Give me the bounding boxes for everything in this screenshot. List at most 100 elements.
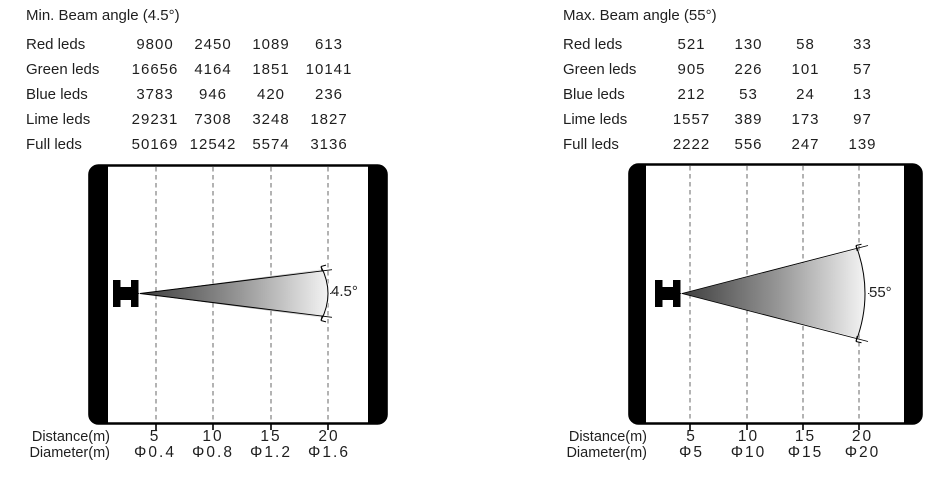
row-label: Full leds [26,136,82,153]
row-label: Blue leds [26,86,88,103]
distance-value: 15 [260,428,282,445]
lux-value: 1557 [672,111,711,128]
beam-diagram-min: 4.5° [88,164,388,432]
panel-max-lux-table: Red leds 521 130 58 33 Green leds 905 22… [563,32,891,157]
lux-value: 50169 [131,136,179,153]
row-label: Lime leds [26,111,91,128]
row-label: Lime leds [563,111,628,128]
lux-value: 420 [256,86,286,103]
beam-edge-lines [139,269,333,318]
diameter-value: Φ0.8 [192,444,234,461]
light-fixture-icon [655,280,681,307]
panel-min-axis: Distance(m) 5 10 15 20 Diameter(m) Φ0.4 … [26,428,358,461]
distance-value: 15 [794,428,817,445]
angle-arc [320,264,329,323]
row-label: Green leds [563,61,637,78]
lux-value: 16656 [131,61,179,78]
row-label: Red leds [26,36,86,53]
lux-value: 236 [314,86,344,103]
lux-value: 247 [791,136,820,153]
row-label: Green leds [26,61,100,78]
lux-value: 29231 [131,111,179,128]
row-label: Full leds [563,136,619,153]
distance-row: Distance(m) 5 10 15 20 [26,428,358,445]
lux-value: 7308 [194,111,232,128]
diameter-value: Φ20 [844,444,881,461]
beam-diagram-max: 55° [628,163,923,432]
lux-value: 101 [791,61,820,78]
beam-cone [682,249,866,338]
diameter-value: Φ1.6 [308,444,350,461]
distance-axis-label: Distance(m) [568,429,647,445]
led-row-full: Full leds 50169 12542 5574 3136 [26,132,358,157]
diameter-axis-label: Diameter(m) [29,445,110,461]
distance-value: 20 [318,428,340,445]
lux-value: 946 [198,86,228,103]
distance-value: 10 [737,428,760,445]
lux-value: 130 [734,36,763,53]
lux-value: 4164 [194,61,232,78]
lux-value: 53 [739,86,758,103]
led-row-lime: Lime leds 1557 389 173 97 [563,107,891,132]
distance-axis-label: Distance(m) [31,429,110,445]
distance-value: 5 [686,428,697,445]
beam-edge-lines [681,245,869,342]
lux-value: 556 [734,136,763,153]
led-row-full: Full leds 2222 556 247 139 [563,132,891,157]
lux-value: 58 [796,36,815,53]
distance-row: Distance(m) 5 10 15 20 [563,428,891,445]
lux-value: 3136 [310,136,348,153]
panel-min-lux-table: Red leds 9800 2450 1089 613 Green leds 1… [26,32,358,157]
beam-cone [140,269,329,318]
row-label: Red leds [563,36,623,53]
diameter-value: Φ15 [787,444,824,461]
lux-value: 1827 [310,111,348,128]
lux-value: 139 [848,136,877,153]
lux-value: 521 [677,36,706,53]
light-fixture-icon [113,280,139,307]
distance-tick-marks [689,423,860,430]
row-label: Blue leds [563,86,625,103]
lux-value: 3783 [136,86,174,103]
angle-arc [855,243,866,344]
distance-value: 5 [149,428,161,445]
diameter-axis-label: Diameter(m) [566,445,647,461]
diameter-value: Φ1.2 [250,444,292,461]
lux-value: 905 [677,61,706,78]
lux-value: 97 [853,111,872,128]
distance-value: 20 [851,428,874,445]
lux-value: 13 [853,86,872,103]
led-row-lime: Lime leds 29231 7308 3248 1827 [26,107,358,132]
beam-angle-value: 55° [869,284,892,301]
lux-value: 3248 [252,111,290,128]
lux-value: 226 [734,61,763,78]
led-row-green: Green leds 16656 4164 1851 10141 [26,57,358,82]
lux-value: 5574 [252,136,290,153]
led-row-red: Red leds 521 130 58 33 [563,32,891,57]
lux-value: 24 [796,86,815,103]
panel-min-title: Min. Beam angle (4.5°) [26,7,180,24]
distance-value: 10 [202,428,224,445]
distance-tick-marks [155,423,329,430]
beam-diagram-min-drawing [88,164,388,430]
panel-max-title: Max. Beam angle (55°) [563,7,717,24]
lux-value: 33 [853,36,872,53]
diameter-row: Diameter(m) Φ0.4 Φ0.8 Φ1.2 Φ1.6 [26,444,358,461]
diameter-value: Φ10 [730,444,767,461]
lux-value: 613 [314,36,344,53]
lux-value: 212 [677,86,706,103]
panel-max-axis: Distance(m) 5 10 15 20 Diameter(m) Φ5 Φ1… [563,428,891,461]
distance-gridlines [155,167,329,422]
lux-value: 173 [791,111,820,128]
led-row-red: Red leds 9800 2450 1089 613 [26,32,358,57]
led-row-blue: Blue leds 212 53 24 13 [563,82,891,107]
lux-value: 2222 [672,136,711,153]
lux-value: 9800 [136,36,174,53]
led-row-blue: Blue leds 3783 946 420 236 [26,82,358,107]
diameter-row: Diameter(m) Φ5 Φ10 Φ15 Φ20 [563,444,891,461]
beam-diagram-max-drawing [628,163,923,430]
diameter-value: Φ5 [679,444,704,461]
led-row-green: Green leds 905 226 101 57 [563,57,891,82]
lux-value: 1089 [252,36,290,53]
